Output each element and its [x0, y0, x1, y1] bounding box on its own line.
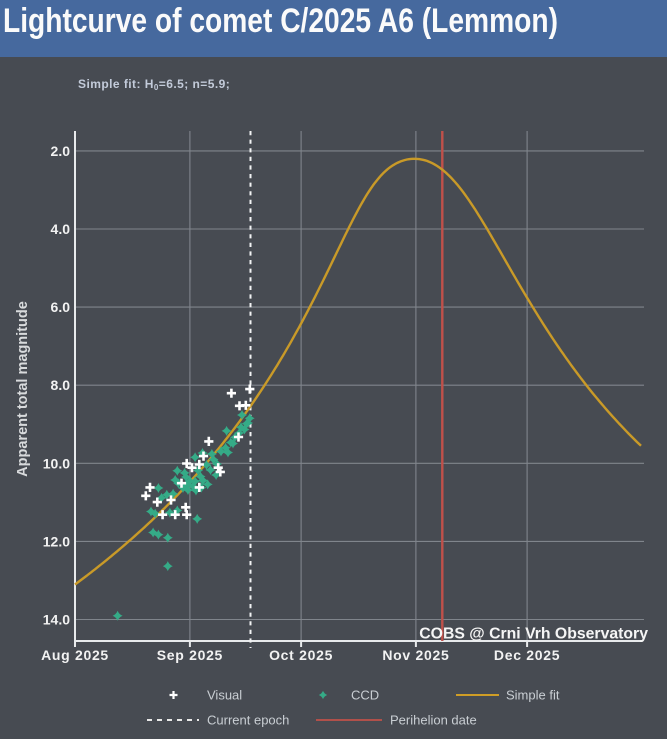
svg-text:Apparent total magnitude: Apparent total magnitude [15, 301, 31, 477]
svg-text:Simple fit: H0=6.5; n=5.9;: Simple fit: H0=6.5; n=5.9; [78, 77, 230, 92]
svg-text:COBS @ Crni Vrh Observatory: COBS @ Crni Vrh Observatory [419, 626, 648, 643]
svg-text:Dec 2025: Dec 2025 [494, 647, 560, 663]
svg-text:Nov 2025: Nov 2025 [382, 647, 449, 663]
svg-text:Simple fit: Simple fit [506, 688, 560, 703]
svg-text:CCD: CCD [351, 688, 379, 703]
svg-text:Sep 2025: Sep 2025 [157, 647, 223, 663]
svg-text:4.0: 4.0 [51, 221, 71, 237]
svg-text:12.0: 12.0 [43, 533, 70, 549]
svg-text:Oct 2025: Oct 2025 [269, 647, 333, 663]
svg-text:Current epoch: Current epoch [207, 713, 289, 728]
svg-text:8.0: 8.0 [51, 377, 71, 393]
svg-text:14.0: 14.0 [43, 612, 70, 628]
svg-text:2.0: 2.0 [51, 143, 71, 159]
svg-text:6.0: 6.0 [51, 299, 71, 315]
svg-text:Aug 2025: Aug 2025 [41, 647, 109, 663]
svg-text:10.0: 10.0 [43, 455, 70, 471]
svg-text:Perihelion date: Perihelion date [390, 713, 477, 728]
svg-text:Visual: Visual [207, 688, 242, 703]
